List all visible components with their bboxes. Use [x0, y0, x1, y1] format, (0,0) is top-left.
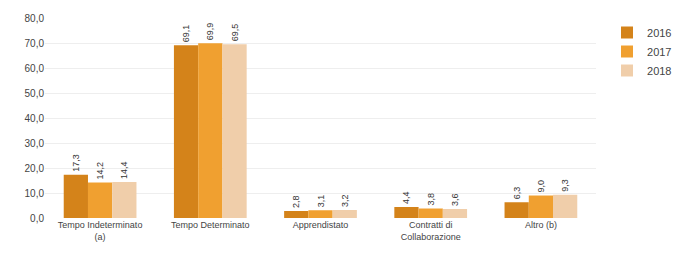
svg-text:2,8: 2,8	[291, 195, 301, 208]
svg-text:60,0: 60,0	[25, 63, 45, 74]
svg-text:9,3: 9,3	[560, 179, 570, 192]
svg-text:69,1: 69,1	[181, 25, 191, 43]
svg-text:10,0: 10,0	[25, 188, 45, 199]
svg-text:3,1: 3,1	[316, 195, 326, 208]
svg-text:Apprendistato: Apprendistato	[293, 220, 349, 230]
svg-text:50,0: 50,0	[25, 88, 45, 99]
svg-text:Altro (b): Altro (b)	[525, 220, 557, 230]
svg-text:69,9: 69,9	[205, 23, 215, 41]
svg-text:2017: 2017	[647, 46, 671, 58]
svg-text:2016: 2016	[647, 27, 671, 39]
svg-text:14,2: 14,2	[95, 162, 105, 180]
svg-text:14,4: 14,4	[119, 161, 129, 179]
svg-text:Tempo Indeterminato(a): Tempo Indeterminato(a)	[58, 220, 143, 242]
svg-text:80,0: 80,0	[25, 13, 45, 24]
svg-text:3,8: 3,8	[426, 193, 436, 206]
svg-text:3,6: 3,6	[450, 193, 460, 206]
svg-text:0,0: 0,0	[30, 213, 44, 224]
svg-text:Tempo Determinato: Tempo Determinato	[171, 220, 250, 230]
svg-text:4,4: 4,4	[401, 191, 411, 204]
svg-text:69,5: 69,5	[230, 24, 240, 42]
svg-text:40,0: 40,0	[25, 113, 45, 124]
svg-text:70,0: 70,0	[25, 38, 45, 49]
svg-text:6,3: 6,3	[512, 187, 522, 200]
svg-text:9,0: 9,0	[536, 180, 546, 193]
svg-text:17,3: 17,3	[71, 154, 81, 172]
svg-text:Contratti diCollaborazione: Contratti diCollaborazione	[401, 220, 461, 242]
svg-text:2018: 2018	[647, 65, 671, 77]
svg-text:20,0: 20,0	[25, 163, 45, 174]
svg-text:30,0: 30,0	[25, 138, 45, 149]
svg-text:3,2: 3,2	[340, 194, 350, 207]
